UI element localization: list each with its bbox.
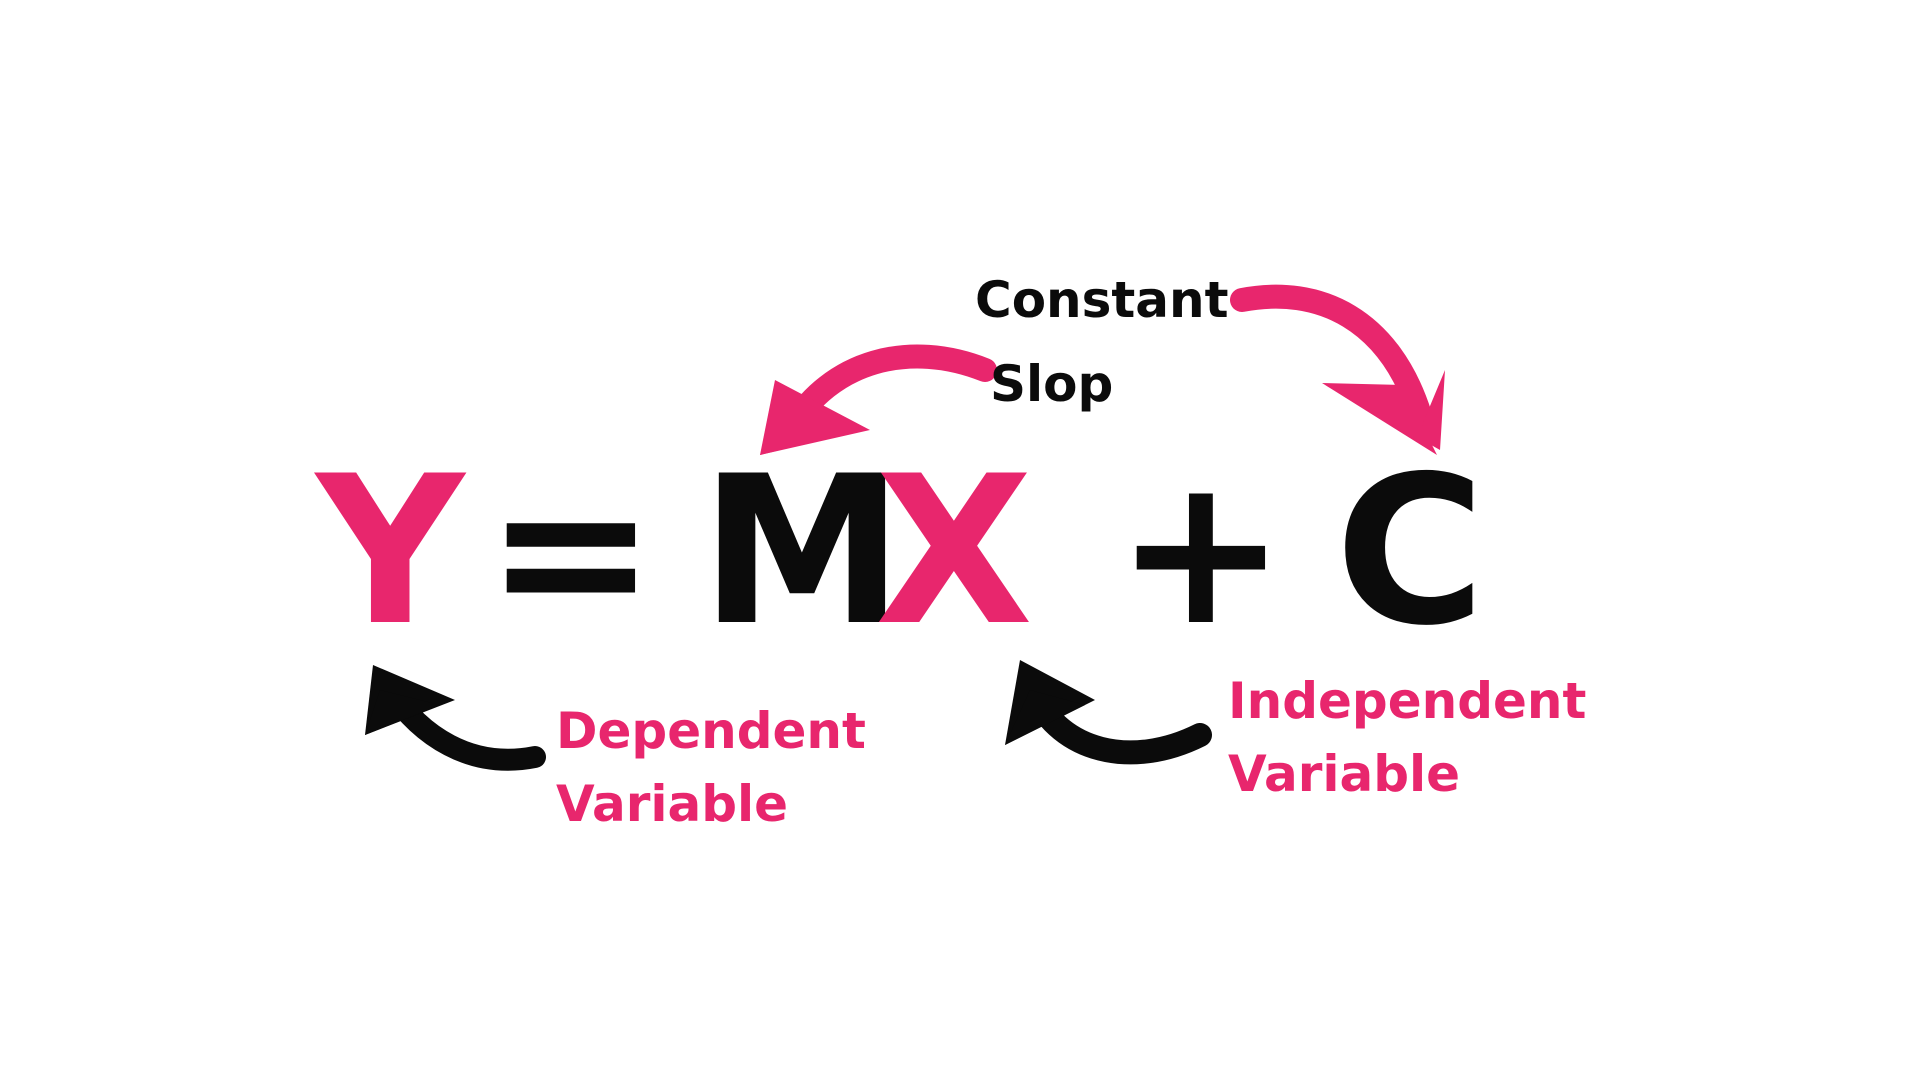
independent-line2: Variable <box>1228 744 1461 803</box>
variable-x: X <box>875 433 1034 671</box>
constant-c: C <box>1335 433 1486 671</box>
variable-y: Y <box>316 433 465 671</box>
slope-m: M <box>700 433 904 671</box>
constant-label: Constant <box>975 271 1229 329</box>
plus-sign: + <box>1115 433 1287 671</box>
slope-arrow <box>760 344 997 455</box>
dependent-line2: Variable <box>556 774 789 833</box>
independent-arrow <box>1005 660 1212 765</box>
constant-arrow <box>1230 284 1445 455</box>
dependent-variable-label: Dependent Variable <box>556 695 866 840</box>
dependent-line1: Dependent <box>556 702 866 760</box>
slope-label: Slop <box>990 355 1114 413</box>
equals-sign: = <box>485 433 657 671</box>
independent-line1: Independent <box>1228 672 1587 730</box>
independent-variable-label: Independent Variable <box>1228 665 1586 810</box>
dependent-arrow <box>365 665 546 771</box>
